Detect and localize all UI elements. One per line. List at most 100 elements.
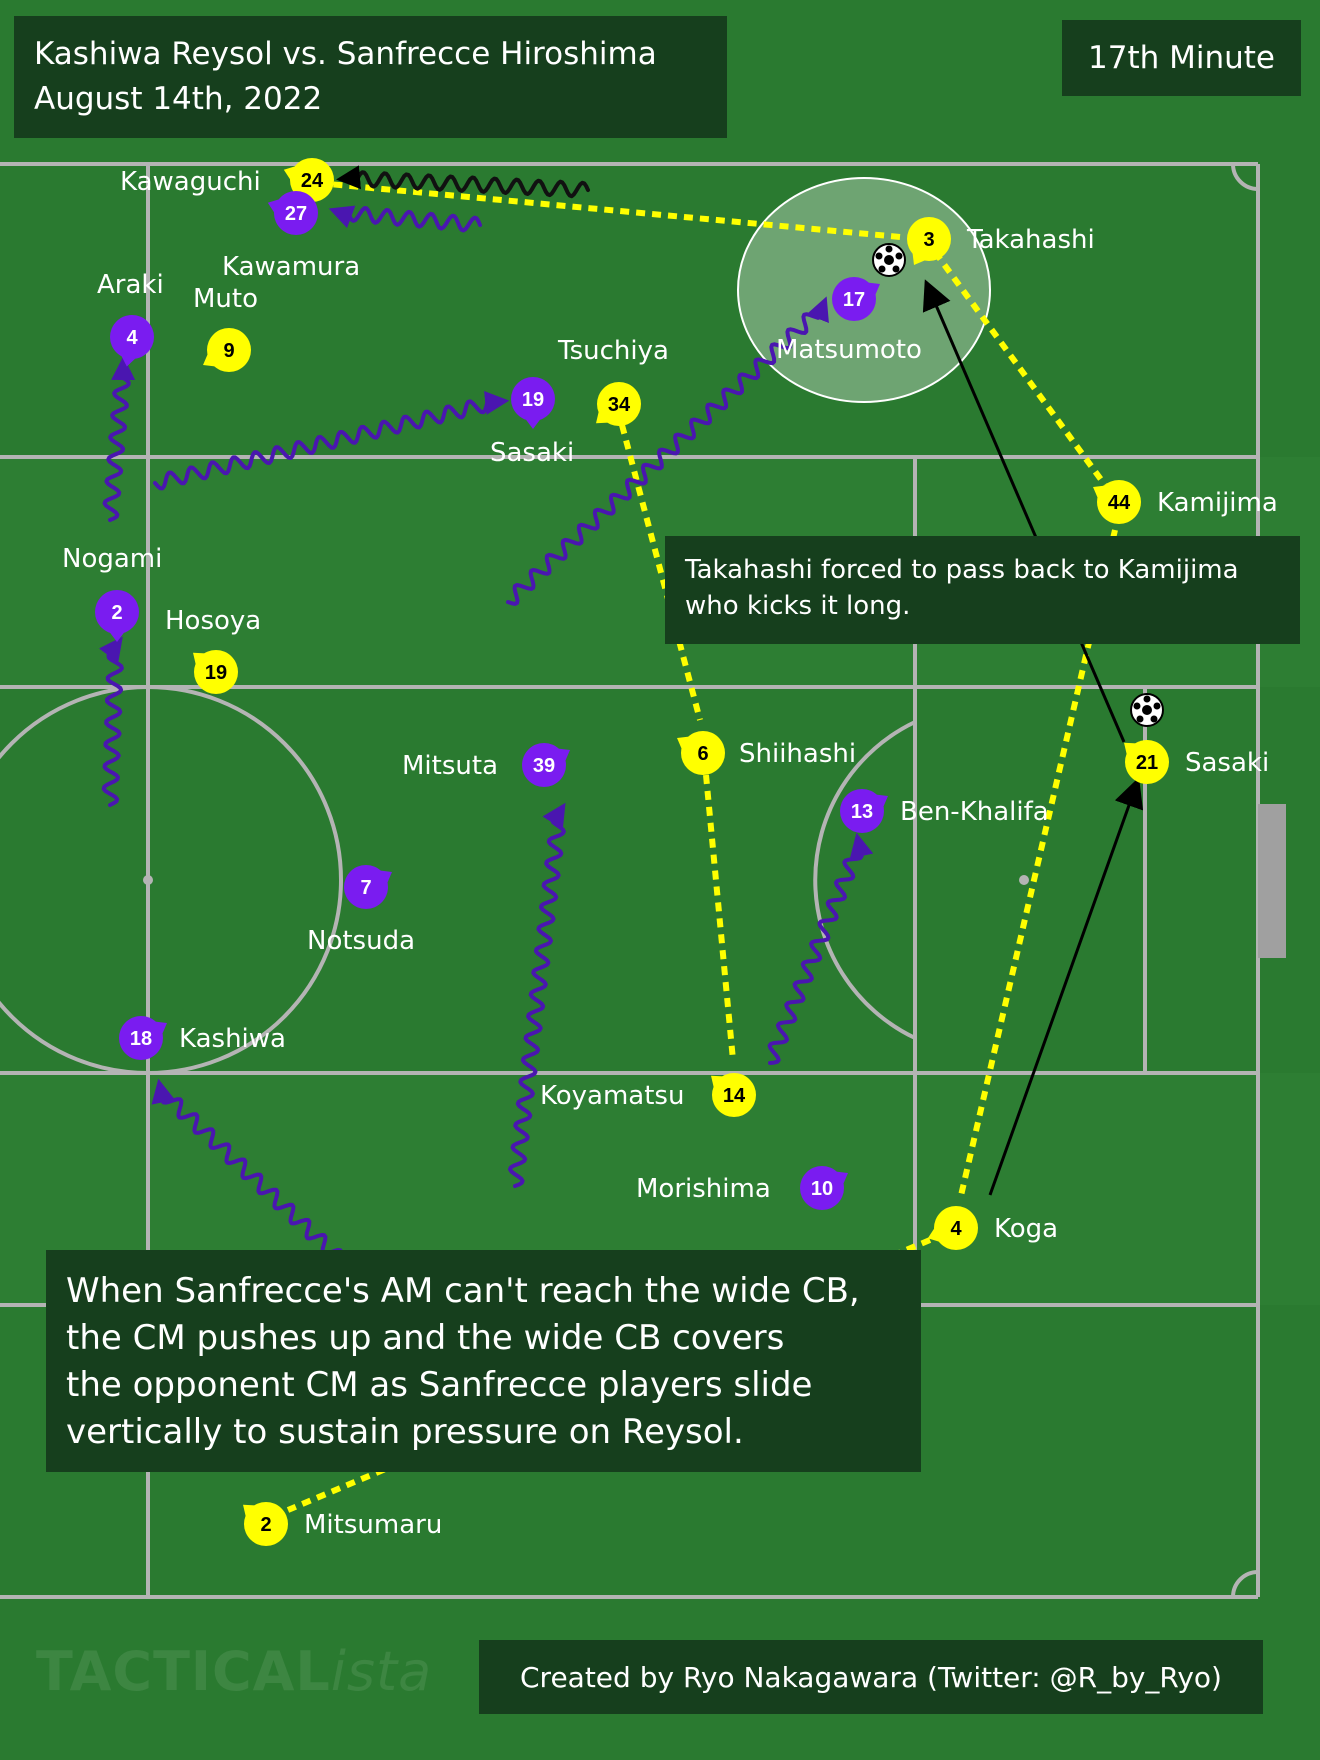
- player-number: 3: [923, 229, 934, 251]
- player-number: 14: [723, 1085, 746, 1107]
- player-marker: [712, 1073, 756, 1117]
- player-sanfrecce-kawamura-27: 27 Kawamura: [222, 191, 360, 282]
- player-name: Kawamura: [222, 252, 360, 282]
- run-araki: [102, 356, 136, 522]
- player-reysol-koga-4: 4 Koga: [927, 1206, 1058, 1250]
- watermark-main: TACTICAL: [36, 1640, 331, 1703]
- player-sanfrecce-ben-khalifa-13: 13 Ben-Khalifa: [840, 789, 1049, 833]
- player-sanfrecce-araki-4: 4 Araki: [97, 270, 164, 367]
- player-number: 19: [205, 662, 227, 684]
- player-number: 6: [697, 743, 708, 765]
- player-name: Matsumoto: [776, 335, 922, 365]
- player-reysol-tsuchiya-34: 34 Tsuchiya: [557, 336, 669, 426]
- credit-text: Created by Ryo Nakagawara (Twitter: @R_b…: [520, 1660, 1222, 1694]
- player-number: 7: [360, 877, 371, 899]
- player-number: 27: [285, 203, 307, 225]
- ball-path-koga-sasaki: [988, 777, 1144, 1196]
- caption-line: the opponent CM as Sanfrecce players sli…: [66, 1365, 813, 1405]
- player-name: Nogami: [62, 544, 162, 574]
- pass-lane-takahashi-kamijima: [932, 250, 1108, 487]
- run-nogami: [98, 636, 124, 807]
- penalty-spot: [1019, 875, 1029, 885]
- annotation-note: Takahashi forced to pass back to Kamijim…: [665, 536, 1300, 644]
- player-marker: [344, 865, 388, 909]
- player-reysol-muto-9: 9 Muto: [193, 284, 258, 372]
- player-name: Koyamatsu: [540, 1081, 684, 1111]
- player-name: Hosoya: [165, 606, 261, 636]
- player-name: Ben-Khalifa: [900, 797, 1049, 827]
- player-number: 34: [608, 394, 631, 416]
- player-name: Shiihashi: [739, 739, 856, 769]
- run-kawaguchi-press: [336, 165, 590, 199]
- player-reysol-shiihashi-6: 6 Shiihashi: [677, 731, 856, 775]
- annotation-note-text: Takahashi forced to pass back to Kamijim…: [685, 555, 1239, 621]
- player-number: 4: [126, 327, 138, 349]
- player-marker: [1125, 740, 1169, 784]
- player-marker: [95, 590, 139, 634]
- player-marker: [274, 191, 318, 235]
- player-reysol-kawaguchi-24: 24 Kawaguchi: [120, 158, 334, 202]
- player-marker: [832, 277, 876, 321]
- player-number: 18: [130, 1028, 152, 1050]
- player-marker: [597, 382, 641, 426]
- player-marker: [934, 1206, 978, 1250]
- player-number: 44: [1108, 492, 1131, 514]
- player-marker: [194, 650, 238, 694]
- run-mitsuta: [508, 802, 566, 1188]
- player-marker: [522, 743, 566, 787]
- caption-line: When Sanfrecce's AM can't reach the wide…: [66, 1271, 860, 1311]
- match-minute: 17th Minute: [1088, 40, 1275, 76]
- player-name: Muto: [193, 284, 258, 314]
- run-sasaki: [153, 391, 510, 491]
- run-kawamura: [328, 205, 482, 233]
- player-sanfrecce-morishima-10: 10 Morishima: [636, 1166, 848, 1210]
- player-name: Sasaki: [1185, 748, 1269, 778]
- match-title-box: Kashiwa Reysol vs. Sanfrecce Hiroshima A…: [14, 16, 727, 138]
- player-number: 2: [111, 602, 122, 624]
- ball-path-sasaki-takahashi: [922, 279, 1126, 743]
- player-reysol-koyamatsu-14: 14 Koyamatsu: [540, 1073, 756, 1117]
- player-name: Mitsuta: [402, 751, 498, 781]
- goal: [1258, 804, 1286, 958]
- player-marker: [119, 1016, 163, 1060]
- player-name: Tsuchiya: [557, 336, 669, 366]
- player-number: 17: [843, 289, 865, 311]
- ball-at-sasaki: [1130, 693, 1164, 727]
- player-number: 13: [851, 801, 873, 823]
- player-name: Kawaguchi: [120, 167, 261, 197]
- player-name: Takahashi: [966, 225, 1095, 255]
- player-sanfrecce-kashiwa-18: 18 Kashiwa: [119, 1016, 286, 1060]
- player-reysol-takahashi-3: 3 Takahashi: [907, 217, 1095, 265]
- player-marker: [110, 315, 154, 359]
- player-reysol-kamijima-44: 44 Kamijima: [1093, 480, 1278, 524]
- player-number: 24: [301, 170, 324, 192]
- player-name: Koga: [994, 1214, 1058, 1244]
- player-reysol-mitsumaru-2: 2 Mitsumaru: [243, 1502, 442, 1546]
- caption-line: vertically to sustain pressure on Reysol…: [66, 1412, 744, 1452]
- credit-box: Created by Ryo Nakagawara (Twitter: @R_b…: [479, 1640, 1263, 1714]
- player-reysol-sasaki-21: 21 Sasaki: [1124, 740, 1269, 784]
- watermark-suffix: ista: [330, 1640, 433, 1703]
- player-marker: [244, 1502, 288, 1546]
- run-ben-khalifa: [767, 832, 874, 1065]
- player-number: 9: [223, 340, 234, 362]
- player-name: Araki: [97, 270, 164, 300]
- pass-lane-takahashi-kawaguchi: [317, 180, 901, 240]
- player-number: 4: [950, 1218, 962, 1240]
- player-marker: [800, 1166, 844, 1210]
- run-matsumoto: [506, 296, 829, 606]
- watermark-logo: TACTICALista: [36, 1640, 432, 1703]
- player-sanfrecce-sasaki-19: 19 Sasaki: [490, 377, 574, 468]
- player-marker: [840, 789, 884, 833]
- player-number: 39: [533, 755, 555, 777]
- minute-box: 17th Minute: [1062, 20, 1301, 96]
- player-number: 21: [1136, 752, 1158, 774]
- player-number: 10: [811, 1178, 833, 1200]
- centre-spot: [143, 875, 153, 885]
- player-name: Mitsumaru: [304, 1510, 442, 1540]
- pressing-runs: [98, 165, 874, 1367]
